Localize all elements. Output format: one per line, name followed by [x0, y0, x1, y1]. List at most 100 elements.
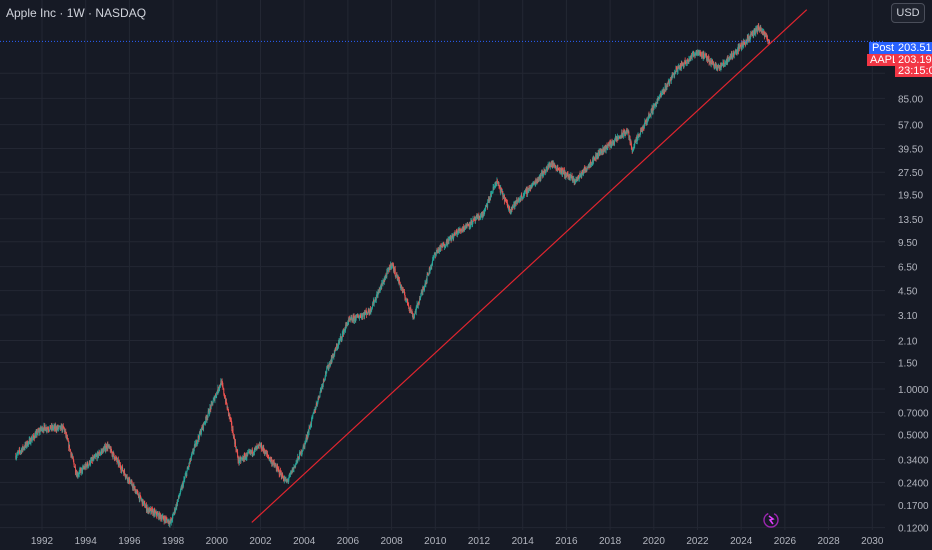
candle-body: [737, 47, 739, 53]
replay-icon[interactable]: [763, 512, 779, 528]
candle-body: [364, 312, 366, 315]
currency-button[interactable]: USD: [891, 3, 925, 23]
candle-body: [193, 444, 195, 449]
candle-body: [71, 454, 73, 456]
candle-body: [402, 288, 404, 293]
candle-body: [498, 183, 500, 187]
candle-body: [351, 317, 353, 321]
candle-body: [546, 167, 548, 168]
y-tick-label: 0.3400: [898, 456, 929, 467]
candle-body: [214, 395, 216, 398]
candle-body: [561, 168, 563, 170]
candle-body: [662, 91, 664, 93]
candle-body: [483, 211, 485, 215]
candle-body: [207, 414, 209, 418]
candle-body: [399, 282, 401, 284]
candle-body: [594, 160, 596, 161]
candle-body: [62, 425, 64, 431]
y-tick-label: 0.2400: [898, 478, 929, 489]
candle-body: [215, 395, 217, 397]
x-tick-label: 2030: [861, 536, 884, 547]
candle-body: [211, 402, 213, 404]
candle-body: [40, 428, 42, 430]
candle-body: [456, 230, 458, 233]
candle-body: [184, 477, 186, 480]
candle-body: [562, 169, 564, 174]
candle-body: [47, 428, 49, 430]
candle-body: [27, 441, 28, 446]
trendline[interactable]: [251, 9, 808, 523]
candle-body: [27, 445, 29, 447]
candle-body: [29, 438, 31, 444]
candle-body: [434, 253, 436, 255]
candle-body: [766, 36, 768, 37]
last-price: 203.19: [895, 54, 932, 66]
candle-body: [31, 438, 33, 440]
candle-body: [546, 167, 547, 170]
candle-body: [404, 291, 405, 295]
candle-body: [438, 248, 440, 253]
candle-body: [335, 348, 336, 350]
candle-body: [156, 511, 157, 516]
candle-body: [322, 379, 324, 384]
candle-body: [646, 119, 648, 123]
candle-body: [37, 430, 39, 434]
candle-body: [724, 62, 726, 65]
candle-body: [740, 45, 742, 47]
candle-body: [197, 440, 199, 442]
candle-body: [490, 193, 492, 197]
candle-body: [364, 312, 365, 317]
candle-body: [117, 459, 119, 465]
candle-body: [508, 206, 510, 209]
candle-body: [267, 453, 268, 456]
candle-body: [388, 267, 390, 269]
candle-body: [63, 427, 65, 429]
candle-body: [408, 305, 410, 307]
candle-body: [16, 454, 18, 456]
candle-body: [332, 353, 334, 356]
candle-body: [459, 229, 461, 231]
candle-body: [85, 464, 87, 466]
symbol-title[interactable]: Apple Inc · 1W · NASDAQ: [6, 6, 147, 20]
candle-body: [206, 417, 208, 420]
candle-body: [632, 149, 634, 151]
candle-body: [233, 435, 235, 440]
candle-body: [653, 106, 655, 109]
candle-body: [410, 307, 412, 312]
candle-body: [266, 451, 268, 454]
candle-body: [709, 60, 711, 62]
candle-body: [297, 456, 299, 458]
candle-body: [185, 474, 186, 477]
time-axis[interactable]: 1992 1994 1996 1998 2000 2002 2004 2006 2008 2010…: [31, 536, 884, 547]
candle-body: [575, 178, 577, 182]
candle-body: [50, 425, 52, 430]
candle-body: [705, 54, 707, 57]
candle-body: [660, 93, 662, 95]
candle-body: [715, 67, 717, 69]
candle-body: [239, 457, 241, 462]
candle-body: [745, 41, 747, 45]
candle-body: [135, 491, 137, 494]
candle-body: [272, 462, 274, 465]
candle-body: [472, 218, 474, 220]
candle-body: [119, 464, 121, 468]
candle-body: [361, 314, 363, 318]
candle-body: [493, 186, 495, 188]
x-tick-label: 2022: [686, 536, 709, 547]
candle-body: [630, 140, 632, 144]
candle-body: [386, 271, 388, 277]
candle-body: [528, 187, 530, 191]
candle-body: [98, 452, 100, 455]
price-axis[interactable]: 125.0085.0057.0039.5027.5019.5013.509.50…: [898, 69, 929, 534]
candle-body: [352, 316, 354, 322]
candle-body: [73, 460, 75, 464]
candle-body: [524, 191, 526, 193]
candle-body: [632, 150, 634, 152]
candle-body: [327, 364, 329, 370]
candle-body: [656, 103, 658, 106]
candle-body: [154, 512, 156, 515]
candle-body: [270, 459, 272, 461]
candle-body: [445, 245, 447, 247]
